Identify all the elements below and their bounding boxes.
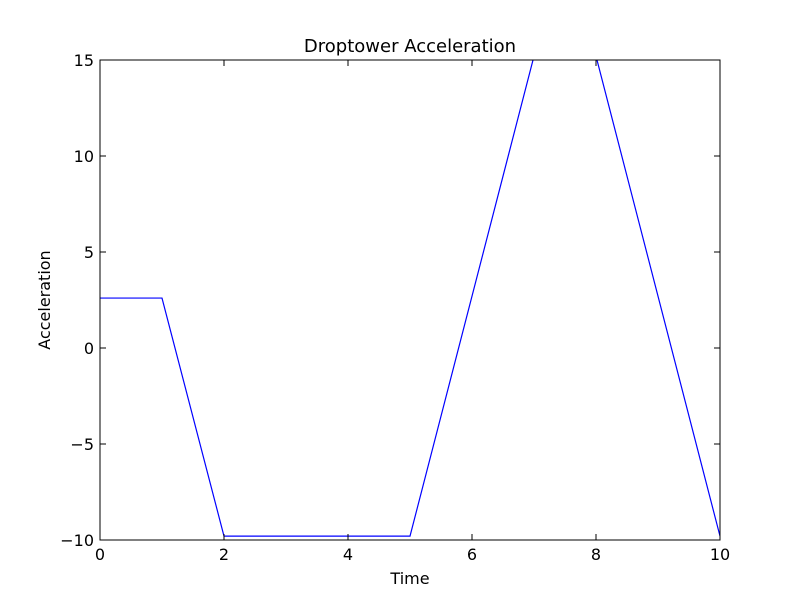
y-tick-label: 15 — [74, 51, 94, 70]
y-tick-label: −5 — [70, 435, 94, 454]
series-layer — [100, 60, 720, 537]
x-tick-label: 0 — [95, 545, 105, 564]
y-tick-label: 0 — [84, 339, 94, 358]
x-tick-label: 2 — [219, 545, 229, 564]
series-line-0 — [100, 60, 720, 537]
plot-frame — [99, 59, 721, 541]
y-tick-label: 5 — [84, 243, 94, 262]
y-tick-label: −10 — [60, 531, 94, 550]
x-tick-label: 6 — [467, 545, 477, 564]
x-tick-label: 10 — [710, 545, 730, 564]
x-tick-label: 8 — [591, 545, 601, 564]
x-axis-label: Time — [389, 569, 429, 588]
x-tick-label: 4 — [343, 545, 353, 564]
y-tick-label: 10 — [74, 147, 94, 166]
chart-title: Droptower Acceleration — [304, 36, 516, 57]
y-axis-label: Acceleration — [35, 250, 54, 349]
